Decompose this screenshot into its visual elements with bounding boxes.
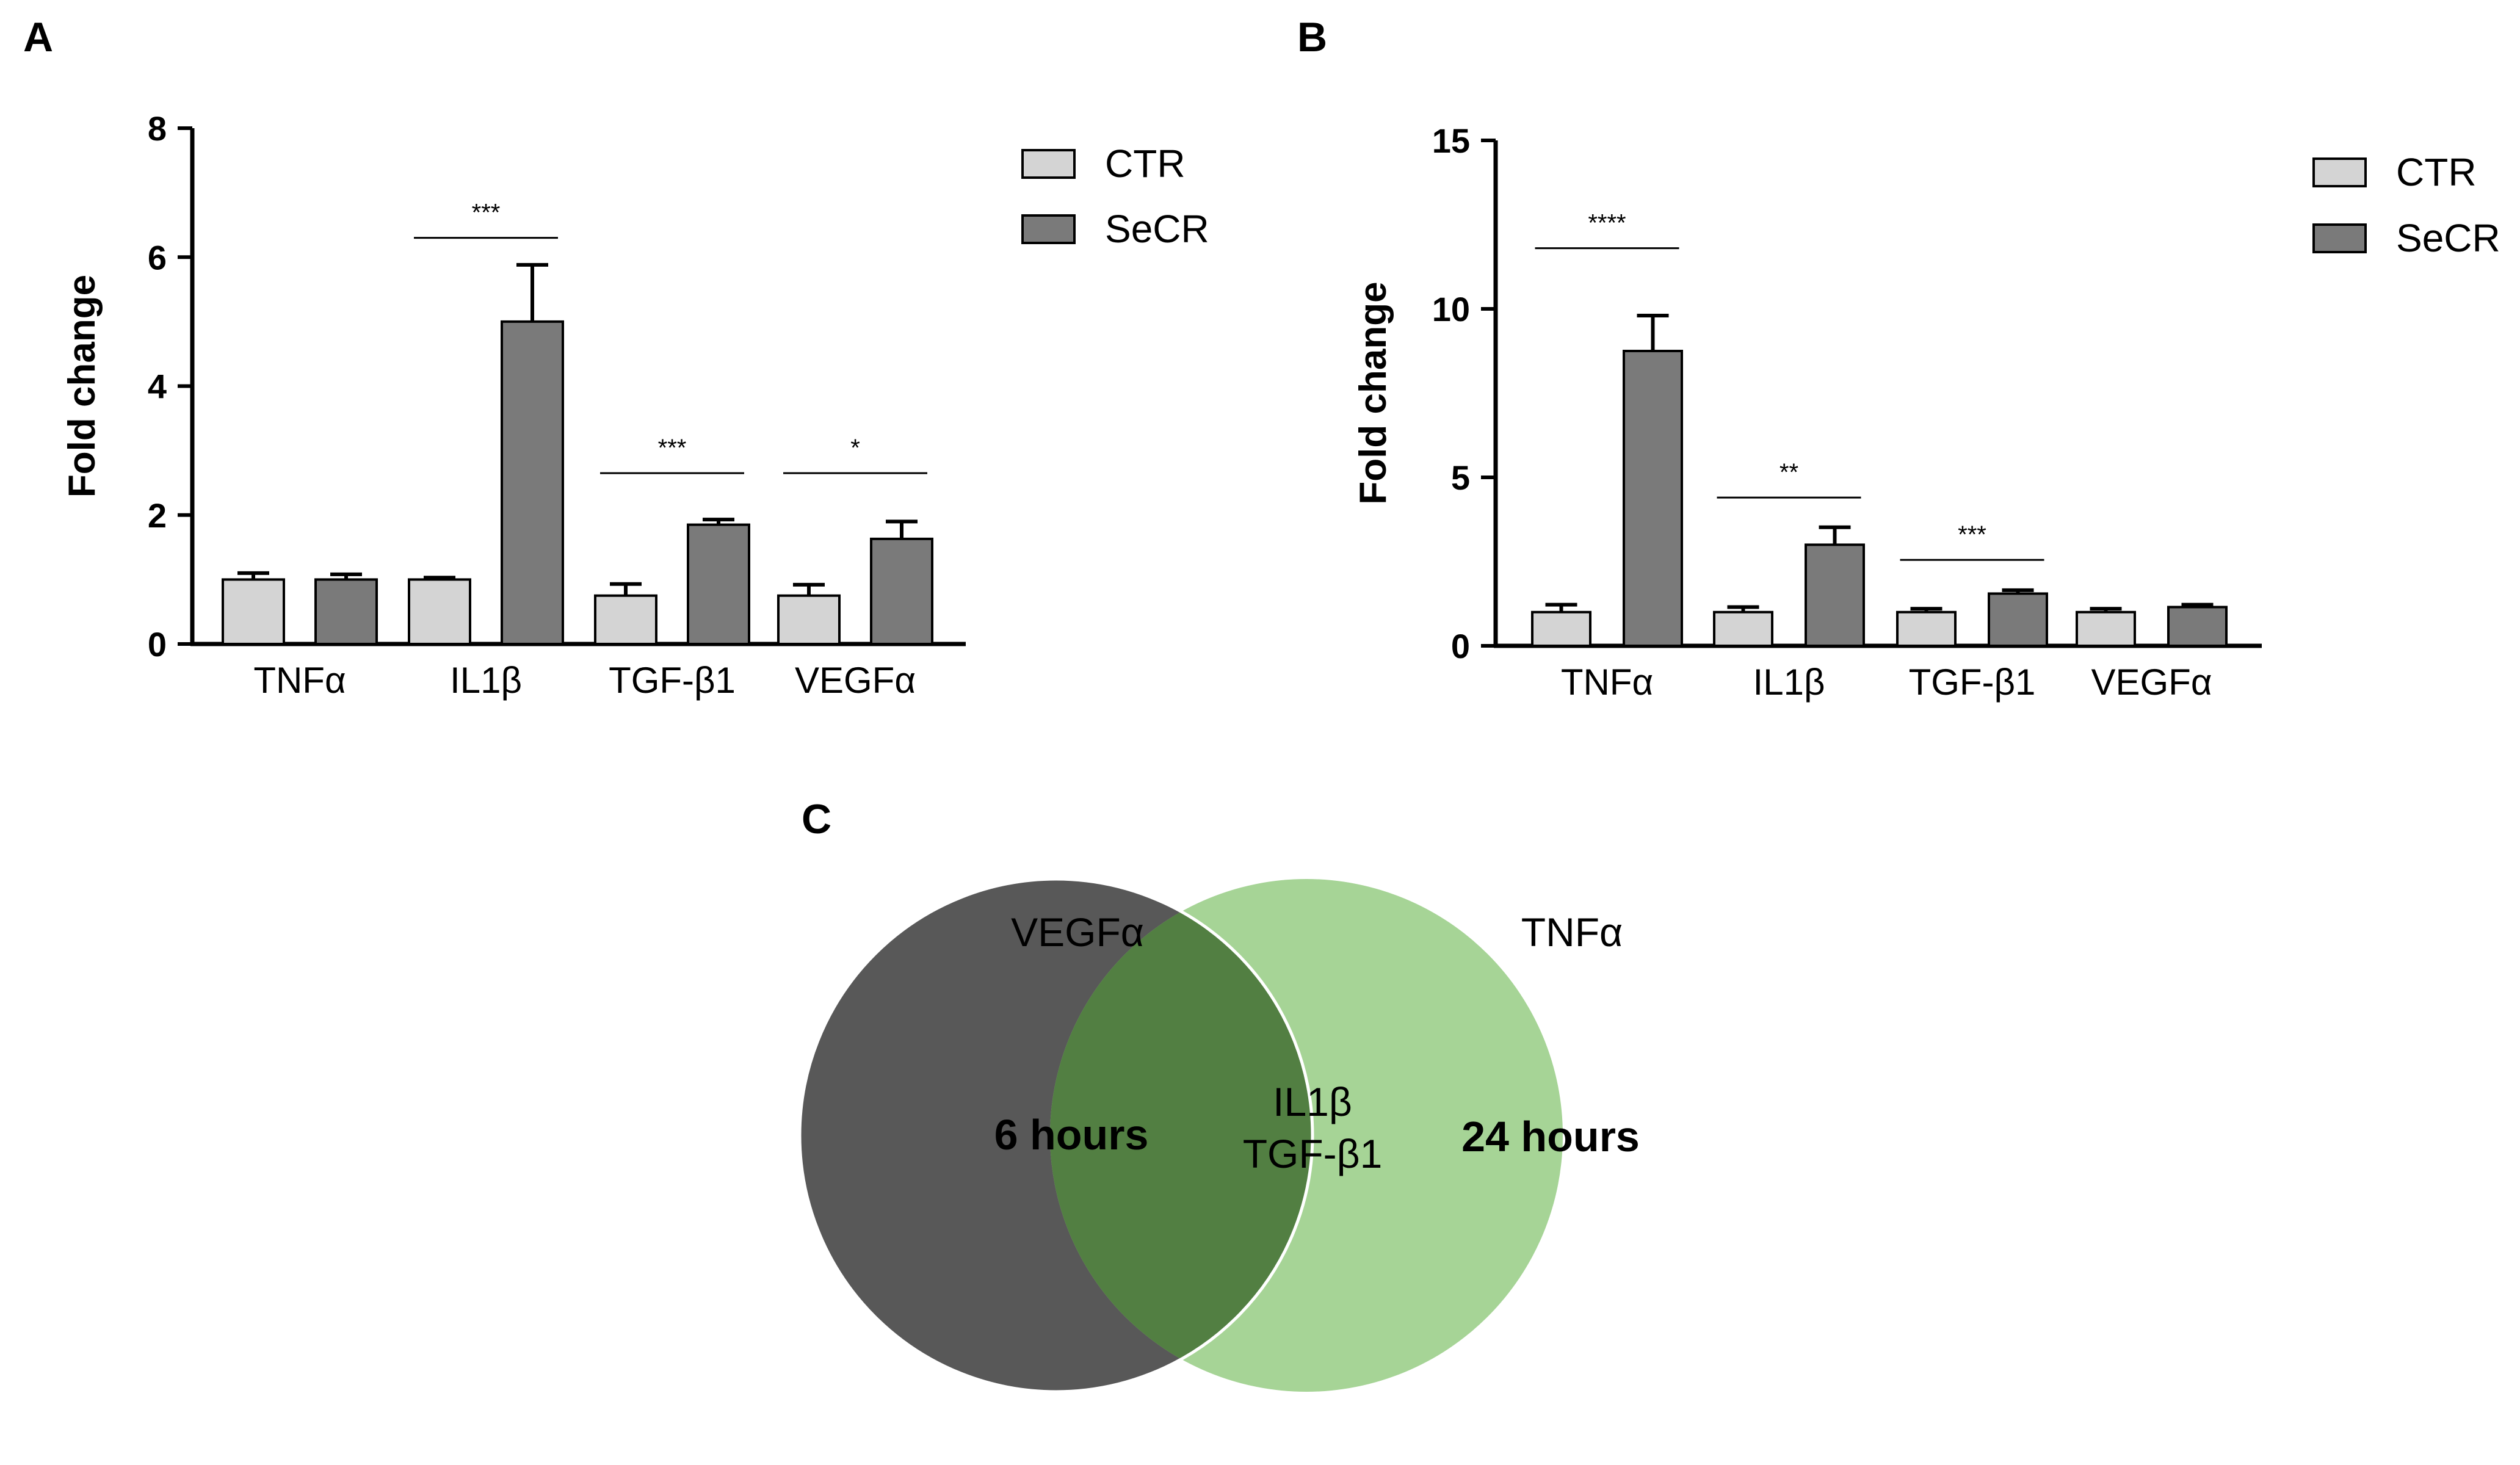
panel-b-label: B: [1297, 14, 1327, 60]
panel-a-y-tick-label: 4: [148, 367, 167, 406]
venn-overlap-item-1: IL1β: [1273, 1079, 1352, 1124]
panel-a-category-label: VEGFα: [795, 660, 916, 701]
panel-a-legend-label-ctr: CTR: [1105, 142, 1186, 186]
venn-right-set-name: 24 hours: [1461, 1113, 1640, 1160]
panel-a-bar-secr: [870, 537, 933, 645]
panel-a-legend-swatch-ctr: [1021, 149, 1076, 179]
panel-a-y-axis-label: Fold change: [61, 275, 103, 497]
panel-b-bar-secr: [2167, 606, 2228, 648]
panel-a-bar-ctr: [408, 578, 471, 645]
panel-a-y-tick-label: 8: [148, 109, 167, 148]
venn-right-only-item: TNFα: [1521, 910, 1623, 955]
panel-b-category-label: TNFα: [1561, 662, 1653, 703]
venn-left-set-name: 6 hours: [994, 1111, 1149, 1159]
panel-b-category-label: VEGFα: [2091, 662, 2212, 703]
panel-b-bar-secr: [1805, 543, 1865, 648]
panel-a-significance-label: ***: [472, 200, 501, 226]
panel-a-bar-secr: [501, 320, 564, 645]
panel-b-y-tick-label: 10: [1432, 290, 1470, 328]
panel-b-y-tick-label: 5: [1451, 458, 1470, 497]
panel-c-label: C: [802, 796, 831, 842]
panel-a-bar-ctr: [222, 578, 285, 645]
panel-b-bar-ctr: [2076, 610, 2136, 647]
panel-b-y-tick-label: 0: [1451, 627, 1470, 665]
panel-a-y-tick-label: 2: [148, 496, 167, 535]
panel-b-bar-ctr: [1896, 610, 1957, 647]
panel-a-significance-label: ***: [658, 435, 687, 461]
panel-b-significance-label: **: [1780, 459, 1798, 486]
panel-b-bar-ctr: [1713, 610, 1773, 647]
panel-a-bar-secr: [314, 578, 378, 645]
venn-left-only-item: VEGFα: [1011, 910, 1144, 955]
venn-overlap-region: [1050, 879, 1312, 1392]
panel-b-significance-label: ***: [1958, 521, 1986, 548]
panel-b-bar-ctr: [1531, 610, 1591, 647]
panel-c-venn-diagram: C VEGFα TNFα 6 hours 24 hours IL1β TGF-β…: [798, 796, 1640, 1394]
panel-a-y-tick-label: 0: [148, 625, 167, 664]
panel-b-y-axis-label: Fold change: [1352, 281, 1394, 504]
venn-left-outline: [798, 877, 1314, 1394]
panel-a-category-label: IL1β: [450, 660, 522, 701]
panel-b-legend-label-ctr: CTR: [2396, 150, 2477, 194]
panel-b-legend-swatch-secr: [2312, 223, 2367, 253]
panel-a-label: A: [23, 14, 53, 60]
panel-a-legend-label-secr: SeCR: [1105, 207, 1209, 251]
panel-b-legend-swatch-ctr: [2312, 157, 2367, 187]
panel-b-y-tick-label: 15: [1432, 121, 1470, 160]
panel-a-y-tick-label: 6: [148, 238, 167, 277]
panel-a-category-label: TGF-β1: [609, 660, 736, 701]
panel-a-bar-secr: [687, 523, 750, 645]
panel-a-bar-ctr: [777, 594, 841, 645]
panel-b-bar-secr: [1988, 592, 2048, 647]
panel-b-significance-label: ****: [1588, 210, 1626, 237]
panel-a-significance-label: *: [850, 435, 860, 461]
panel-b-category-label: IL1β: [1753, 662, 1825, 703]
panel-a-legend-swatch-secr: [1021, 214, 1076, 244]
panel-b-legend-label-secr: SeCR: [2396, 216, 2500, 260]
panel-a-category-label: TNFα: [253, 660, 346, 701]
panel-a-bar-ctr: [594, 594, 657, 645]
panel-b-category-label: TGF-β1: [1909, 662, 2036, 703]
panel-b-bar-secr: [1623, 350, 1683, 647]
venn-overlap-item-2: TGF-β1: [1243, 1131, 1383, 1176]
panel-b-bar-chart: B 0 5 10 15 Fold change TNFα IL1β TGF-β1 VEGFα **…: [1297, 14, 2500, 703]
